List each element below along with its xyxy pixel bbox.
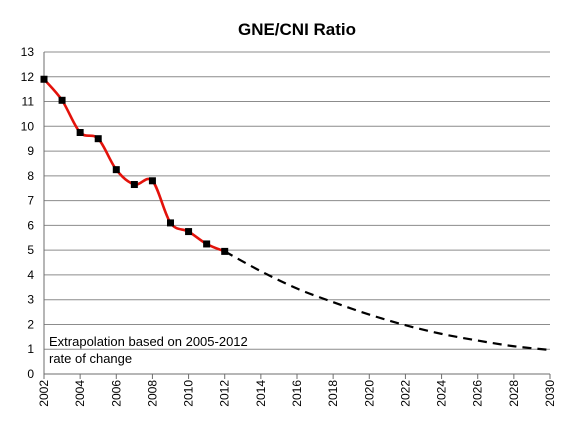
x-tick-label: 2026	[471, 380, 485, 407]
x-tick-label: 2006	[109, 380, 123, 407]
y-tick-label: 4	[27, 268, 34, 282]
data-point-marker	[185, 228, 193, 236]
x-tick-label: 2022	[398, 380, 412, 407]
y-tick-label: 8	[27, 169, 34, 183]
annotation-line-1: Extrapolation based on 2005-2012	[49, 334, 248, 349]
y-tick-label: 3	[27, 293, 34, 307]
x-tick-label: 2010	[182, 380, 196, 407]
x-tick-label: 2028	[507, 380, 521, 407]
x-tick-label: 2018	[326, 380, 340, 407]
data-point-marker	[76, 129, 84, 136]
x-tick-label: 2014	[254, 380, 268, 407]
gridlines	[44, 51, 550, 350]
y-tick-label: 7	[27, 194, 34, 208]
extrapolation-line	[224, 250, 551, 352]
x-tick-label: 2016	[290, 380, 304, 407]
y-tick-label: 1	[27, 342, 34, 356]
axes	[43, 52, 551, 379]
x-tick-label: 2008	[145, 380, 159, 407]
y-tick-label: 9	[27, 144, 34, 158]
data-point-marker	[112, 166, 120, 174]
y-tick-label: 6	[27, 218, 34, 232]
data-point-marker	[40, 75, 48, 83]
data-point-marker	[130, 181, 138, 189]
annotation-line-2: rate of change	[49, 351, 132, 366]
chart-title: GNE/CNI Ratio	[238, 20, 356, 39]
y-tick-label: 12	[21, 70, 35, 84]
x-tick-label: 2002	[37, 380, 51, 407]
data-point-marker	[58, 96, 66, 104]
data-point-marker	[148, 177, 156, 185]
data-point-marker	[167, 219, 174, 227]
data-point-marker	[203, 240, 211, 248]
y-tick-label: 5	[27, 243, 34, 257]
data-point-marker	[94, 135, 102, 143]
x-axis-tick-labels: 2002 2004 2006 2008 2010 2012 2014 2016 2018 2020…	[37, 380, 557, 407]
y-tick-label: 11	[22, 95, 35, 109]
x-tick-label: 2024	[435, 380, 449, 407]
y-tick-label: 10	[21, 119, 35, 133]
x-tick-label: 2030	[543, 380, 557, 407]
x-tick-label: 2004	[73, 380, 87, 407]
series-group	[40, 75, 551, 352]
y-tick-label: 13	[21, 45, 35, 59]
x-tick-label: 2012	[218, 380, 232, 407]
y-tick-label: 0	[27, 367, 34, 381]
y-tick-label: 2	[27, 317, 34, 331]
x-tick-label: 2020	[362, 380, 376, 407]
